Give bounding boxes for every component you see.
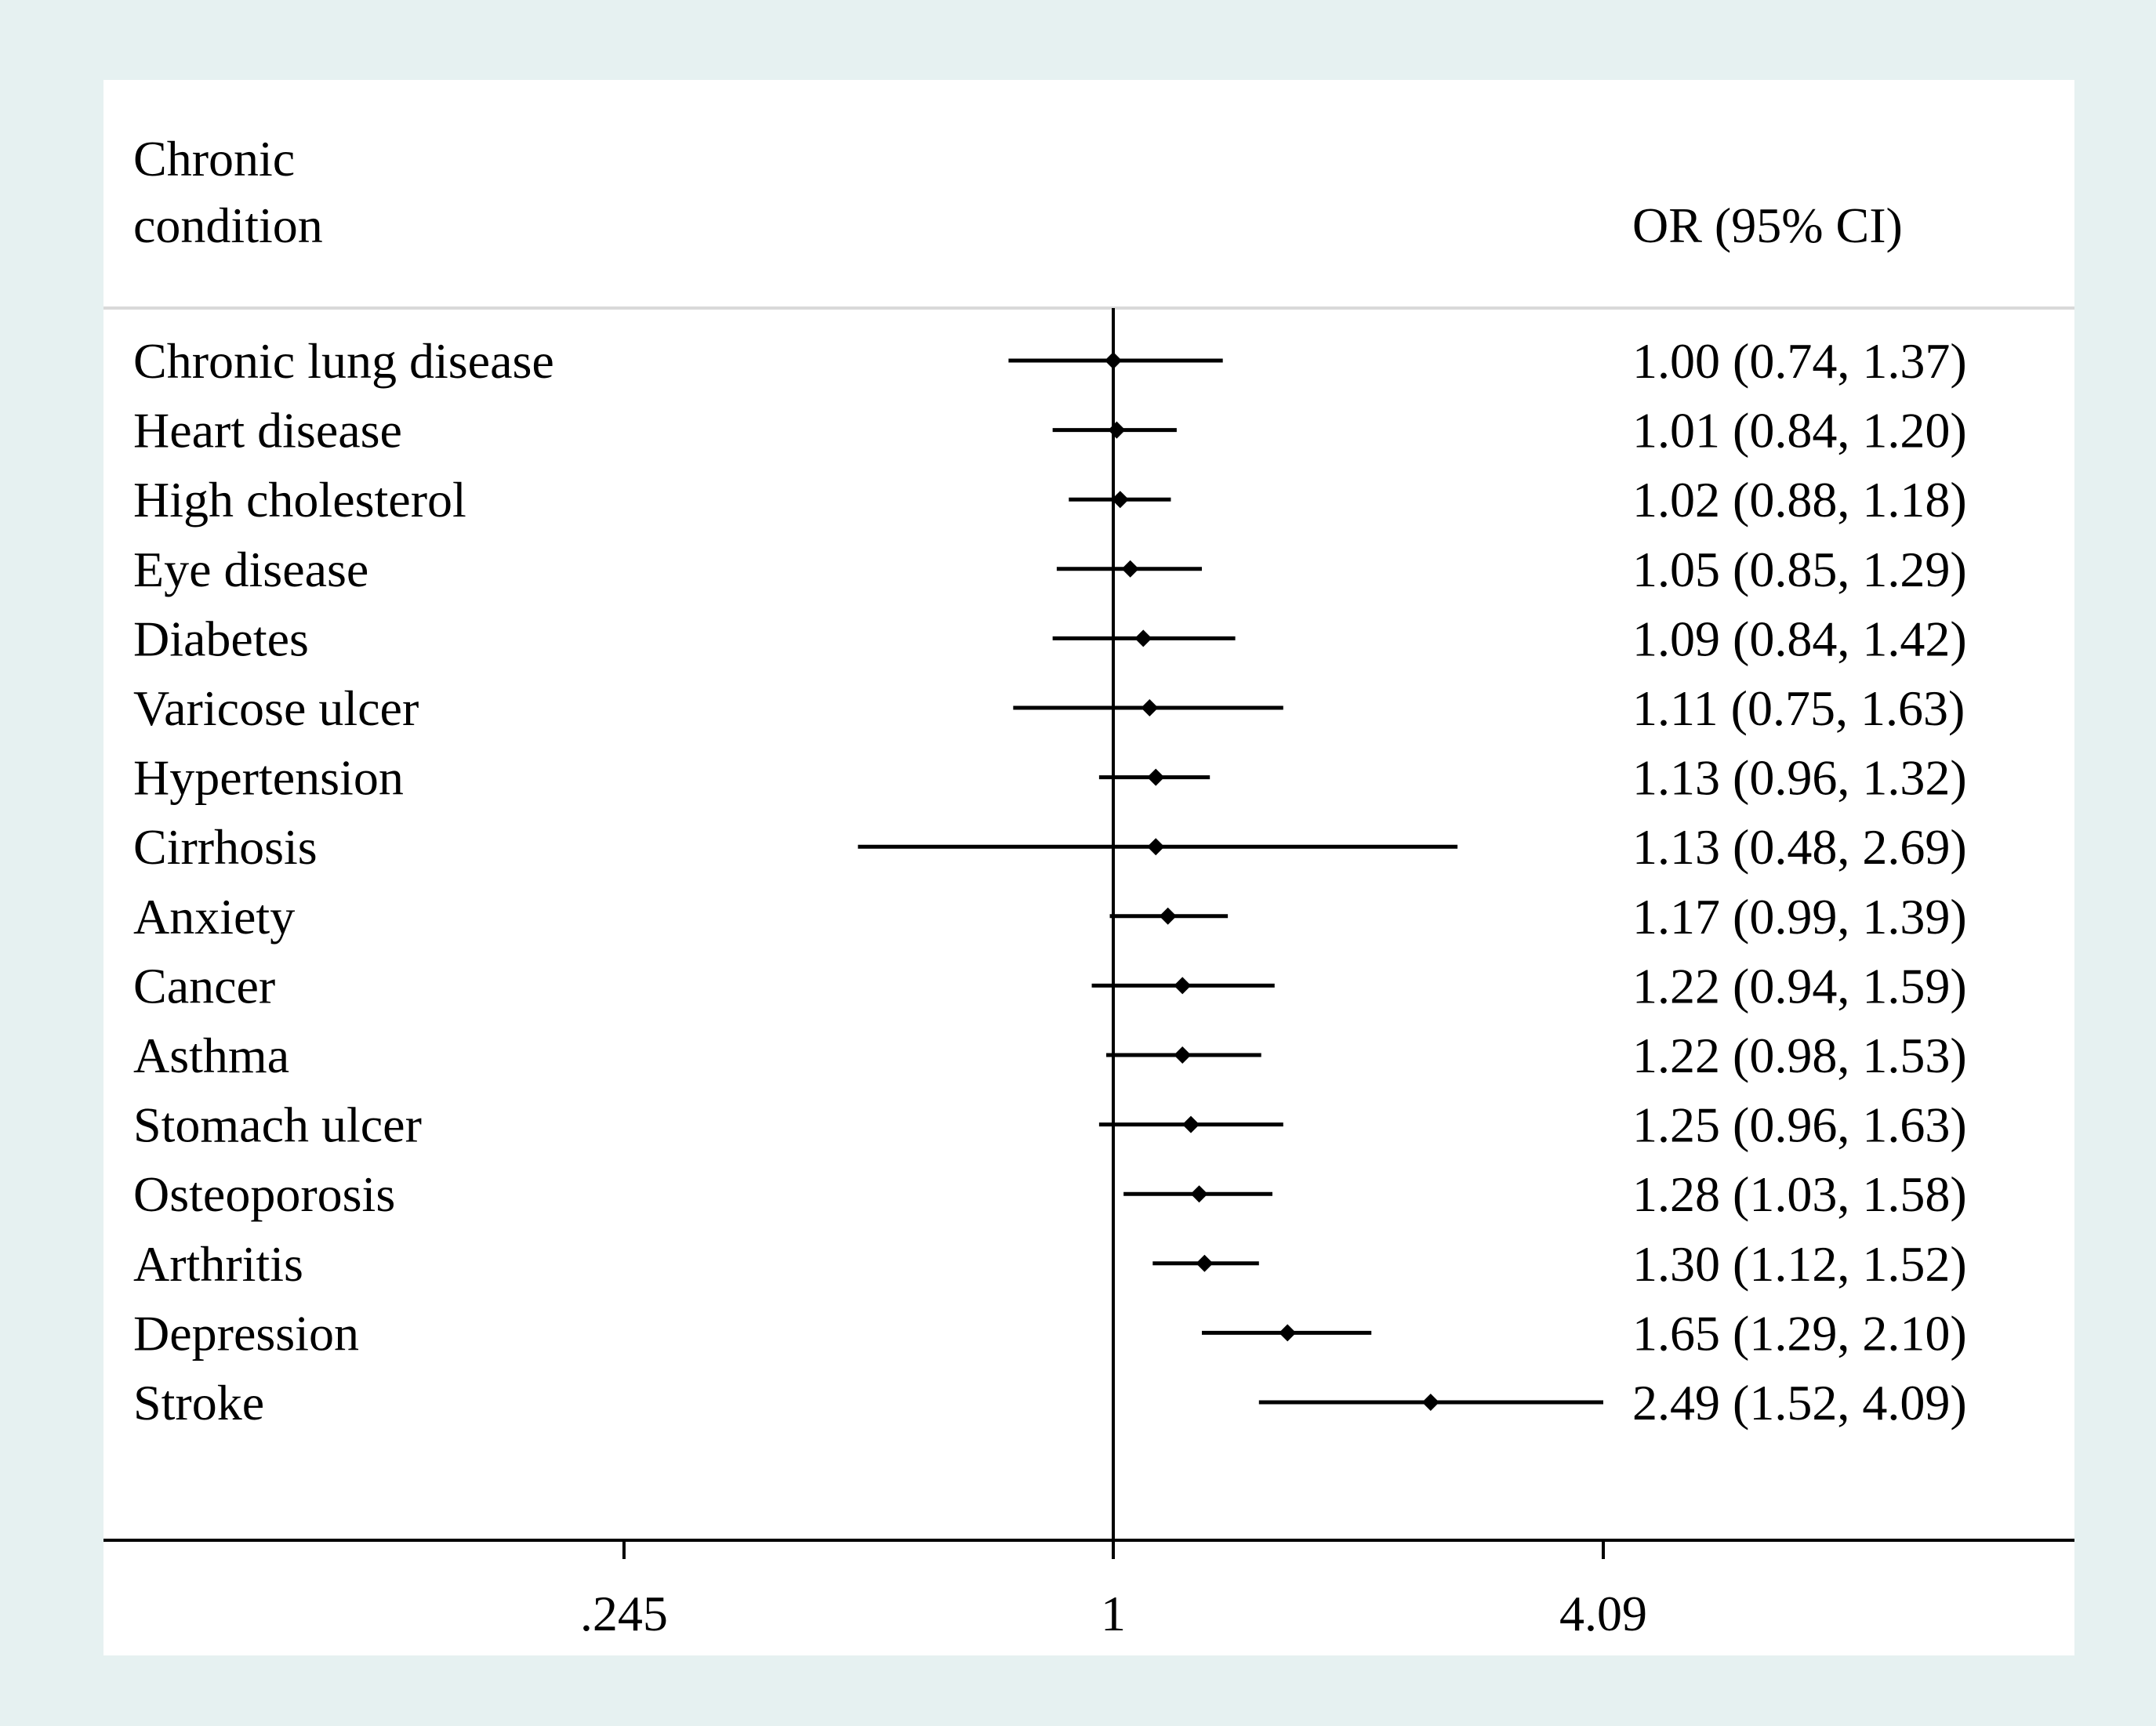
point-estimate [1190,1185,1208,1203]
forest-row: Diabetes 1.09 (0.84, 1.42) [133,611,1967,666]
or-ci-text: 1.11 (0.75, 1.63) [1632,680,1965,736]
row-label: Asthma [133,1028,289,1083]
forest-row: Anxiety 1.17 (0.99, 1.39) [133,889,1967,945]
row-label: Osteoporosis [133,1166,395,1222]
point-estimate [1174,977,1192,995]
forest-row: Stroke 2.49 (1.52, 4.09) [133,1375,1967,1430]
row-label: Stomach ulcer [133,1097,422,1153]
header-condition-line1: Chronic [133,131,295,187]
row-label: Depression [133,1305,359,1361]
row-label: Chronic lung disease [133,333,554,389]
row-label: Stroke [133,1375,264,1430]
forest-row: Eye disease 1.05 (0.85, 1.29) [133,542,1967,597]
header-condition-line2: condition [133,198,323,253]
point-estimate [1196,1254,1214,1272]
or-ci-text: 1.05 (0.85, 1.29) [1632,542,1967,597]
or-ci-text: 1.30 (1.12, 1.52) [1632,1236,1967,1292]
x-tick-label: .245 [580,1586,668,1641]
forest-row: Cirrhosis 1.13 (0.48, 2.69) [133,819,1967,875]
header-or-ci: OR (95% CI) [1632,198,1903,253]
x-tick-label: 1 [1101,1586,1126,1641]
rows-layer: Chronic lung disease 1.00 (0.74, 1.37) Hea… [133,333,1967,1430]
row-label: Varicose ulcer [133,680,419,736]
or-ci-text: 1.28 (1.03, 1.58) [1632,1166,1967,1222]
forest-row: Cancer 1.22 (0.94, 1.59) [133,958,1967,1013]
row-label: Eye disease [133,542,368,597]
forest-row: Chronic lung disease 1.00 (0.74, 1.37) [133,333,1967,389]
forest-row: High cholesterol 1.02 (0.88, 1.18) [133,472,1967,528]
row-label: Arthritis [133,1236,303,1292]
or-ci-text: 1.01 (0.84, 1.20) [1632,403,1967,459]
x-tick-label: 4.09 [1559,1586,1647,1641]
or-ci-text: 1.09 (0.84, 1.42) [1632,611,1967,666]
point-estimate [1121,560,1139,578]
point-estimate [1147,768,1165,786]
forest-row: Heart disease 1.01 (0.84, 1.20) [133,403,1967,459]
forest-row: Hypertension 1.13 (0.96, 1.32) [133,750,1967,806]
row-label: Hypertension [133,750,404,806]
or-ci-text: 1.02 (0.88, 1.18) [1632,472,1967,528]
or-ci-text: 2.49 (1.52, 4.09) [1632,1375,1967,1430]
row-label: Diabetes [133,611,309,666]
x-axis-ticks: .245 1 4.09 [580,1540,1647,1641]
row-label: Cirrhosis [133,819,318,875]
plot-panel [103,80,2074,1655]
or-ci-text: 1.17 (0.99, 1.39) [1632,889,1967,945]
point-estimate [1134,629,1152,647]
forest-row: Stomach ulcer 1.25 (0.96, 1.63) [133,1097,1967,1153]
point-estimate [1111,491,1129,509]
point-estimate [1141,699,1159,716]
point-estimate [1421,1394,1439,1411]
or-ci-text: 1.13 (0.96, 1.32) [1632,750,1967,806]
forest-row: Asthma 1.22 (0.98, 1.53) [133,1028,1967,1083]
or-ci-text: 1.25 (0.96, 1.63) [1632,1097,1967,1153]
row-label: Heart disease [133,403,402,459]
forest-row: Depression 1.65 (1.29, 2.10) [133,1305,1967,1361]
forest-row: Arthritis 1.30 (1.12, 1.52) [133,1236,1967,1292]
or-ci-text: 1.65 (1.29, 2.10) [1632,1305,1967,1361]
or-ci-text: 1.22 (0.98, 1.53) [1632,1028,1967,1083]
or-ci-text: 1.00 (0.74, 1.37) [1632,333,1967,389]
point-estimate [1159,907,1177,925]
row-label: Anxiety [133,889,295,945]
point-estimate [1182,1115,1200,1133]
point-estimate [1174,1046,1192,1064]
point-estimate [1147,838,1165,856]
row-label: Cancer [133,958,275,1013]
row-label: High cholesterol [133,472,466,528]
point-estimate [1279,1324,1297,1342]
or-ci-text: 1.22 (0.94, 1.59) [1632,958,1967,1013]
forest-row: Varicose ulcer 1.11 (0.75, 1.63) [133,680,1965,736]
point-estimate [1108,421,1126,439]
forest-row: Osteoporosis 1.28 (1.03, 1.58) [133,1166,1967,1222]
or-ci-text: 1.13 (0.48, 2.69) [1632,819,1967,875]
